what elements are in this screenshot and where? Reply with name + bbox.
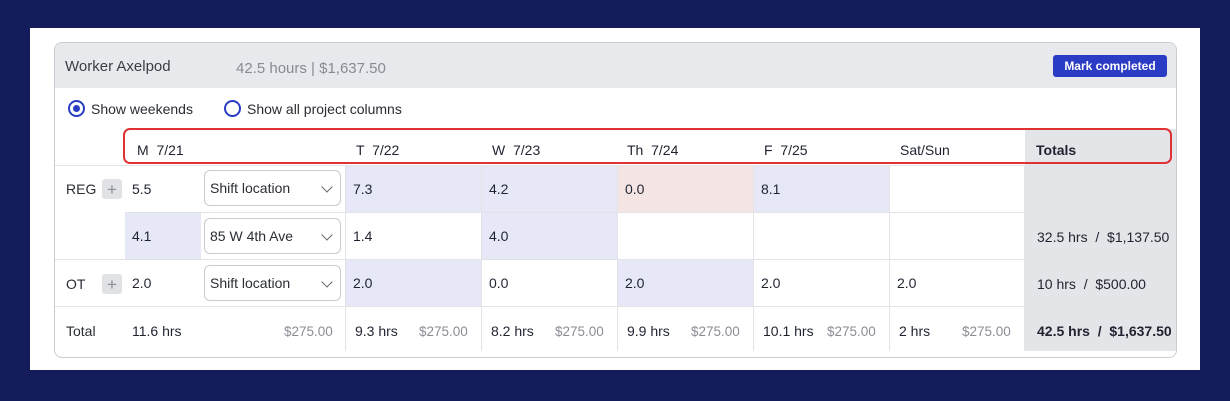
total-fri-amount: $275.00 xyxy=(827,324,876,339)
reg1-location-select[interactable]: Shift location xyxy=(204,170,341,206)
total-mon-hours: 11.6 hrs xyxy=(132,323,182,339)
reg1-thu-cell[interactable]: 0.0 xyxy=(618,165,753,212)
card-header: Worker Axelpod 42.5 hours | $1,637.50 Ma… xyxy=(55,43,1176,88)
col-divider xyxy=(481,165,482,351)
col-divider xyxy=(889,165,890,351)
col-header-totals: Totals xyxy=(1025,129,1176,165)
show-all-projects-radio[interactable] xyxy=(224,100,241,117)
ot-totals: 10 hrs / $500.00 xyxy=(1037,276,1146,292)
total-wed-hours: 8.2 hrs xyxy=(491,323,534,339)
add-ot-button[interactable]: + xyxy=(102,274,122,294)
reg1-fri-cell[interactable]: 8.1 xyxy=(754,165,889,212)
reg-totals: 32.5 hrs / $1,137.50 xyxy=(1037,229,1170,245)
ot-location-value: Shift location xyxy=(210,275,291,291)
col-header-tue: T 7/22 xyxy=(356,142,400,158)
reg2-mon-cell[interactable]: 4.1 xyxy=(125,213,201,259)
reg2-location-value: 85 W 4th Ave xyxy=(210,228,294,244)
row-divider xyxy=(55,306,1025,307)
ot-thu-cell[interactable]: 2.0 xyxy=(618,260,753,306)
total-thu-amount: $275.00 xyxy=(691,324,740,339)
column-header-row: M 7/21 T 7/22 W 7/23 Th 7/24 F 7/25 Sat/… xyxy=(55,128,1176,165)
col-divider xyxy=(617,165,618,351)
show-weekends-label: Show weekends xyxy=(91,100,193,117)
reg2-tue-cell[interactable]: 1.4 xyxy=(353,228,373,244)
total-wed-amount: $275.00 xyxy=(555,324,604,339)
total-tue-amount: $275.00 xyxy=(419,324,468,339)
col-header-weekend: Sat/Sun xyxy=(900,142,950,158)
col-divider xyxy=(1024,165,1025,351)
row-divider xyxy=(55,165,1025,166)
ot-mon-cell[interactable]: 2.0 xyxy=(132,275,152,291)
reg2-weekend-cell[interactable] xyxy=(890,213,1024,259)
ot-fri-cell[interactable]: 2.0 xyxy=(761,275,781,291)
reg2-location-select[interactable]: 85 W 4th Ave xyxy=(204,218,341,254)
row-divider xyxy=(55,259,1025,260)
show-all-projects-label: Show all project columns xyxy=(247,100,402,117)
reg1-weekend-cell[interactable] xyxy=(890,165,1024,212)
ot-wed-cell[interactable]: 0.0 xyxy=(489,275,509,291)
col-divider xyxy=(345,165,346,351)
reg2-fri-cell[interactable] xyxy=(754,213,889,259)
col-header-wed: W 7/23 xyxy=(492,142,541,158)
total-weekend-amount: $275.00 xyxy=(962,324,1011,339)
ot-row-label: OT xyxy=(66,276,86,292)
chevron-down-icon xyxy=(321,181,333,193)
hours-summary: 42.5 hours | $1,637.50 xyxy=(236,60,386,77)
total-mon-amount: $275.00 xyxy=(284,324,333,339)
reg2-thu-cell[interactable] xyxy=(618,213,753,259)
total-row-label: Total xyxy=(66,323,96,339)
col-header-fri: F 7/25 xyxy=(764,142,808,158)
chevron-down-icon xyxy=(321,229,333,241)
content-panel: Worker Axelpod 42.5 hours | $1,637.50 Ma… xyxy=(30,28,1200,370)
total-thu-hours: 9.9 hrs xyxy=(627,323,670,339)
total-weekend-hours: 2 hrs xyxy=(899,323,931,339)
reg-row-label: REG xyxy=(66,181,97,197)
col-header-mon: M 7/21 xyxy=(137,142,184,158)
reg1-location-value: Shift location xyxy=(210,180,291,196)
total-tue-hours: 9.3 hrs xyxy=(355,323,398,339)
show-weekends-option[interactable]: Show weekends xyxy=(68,100,193,117)
show-weekends-radio[interactable] xyxy=(68,100,85,117)
row-divider xyxy=(125,212,1095,213)
show-all-projects-option[interactable]: Show all project columns xyxy=(224,100,402,117)
total-fri-hours: 10.1 hrs xyxy=(763,323,814,339)
reg1-wed-cell[interactable]: 4.2 xyxy=(482,165,617,212)
worker-name: Worker Axelpod xyxy=(65,58,171,75)
ot-weekend-cell[interactable]: 2.0 xyxy=(897,275,917,291)
reg1-mon-cell[interactable]: 5.5 xyxy=(132,180,152,197)
chevron-down-icon xyxy=(321,276,333,288)
add-reg-button[interactable]: + xyxy=(102,179,122,199)
reg1-tue-cell[interactable]: 7.3 xyxy=(346,165,481,212)
grand-total: 42.5 hrs / $1,637.50 xyxy=(1037,323,1172,339)
mark-completed-button[interactable]: Mark completed xyxy=(1053,55,1167,77)
reg2-wed-cell[interactable]: 4.0 xyxy=(482,213,617,259)
ot-tue-cell[interactable]: 2.0 xyxy=(346,260,481,306)
col-header-thu: Th 7/24 xyxy=(627,142,679,158)
totals-column-bg xyxy=(1025,165,1176,351)
col-divider xyxy=(753,165,754,351)
ot-location-select[interactable]: Shift location xyxy=(204,265,341,301)
timesheet-card: Worker Axelpod 42.5 hours | $1,637.50 Ma… xyxy=(54,42,1177,358)
